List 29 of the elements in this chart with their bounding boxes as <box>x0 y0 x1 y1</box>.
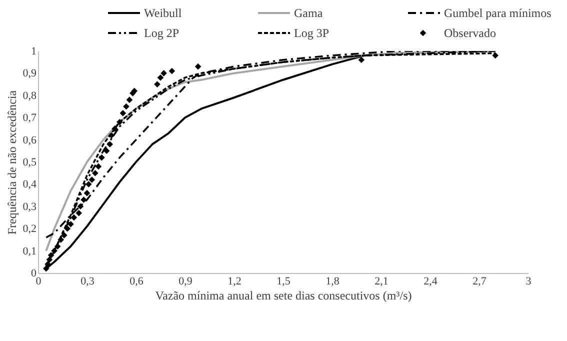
x-tick-label: 2,1 <box>374 276 388 288</box>
x-tick-label: 1,5 <box>276 276 291 288</box>
x-tick-label: 0,3 <box>80 276 95 288</box>
legend-label: Gumbel para mínimos <box>444 6 552 20</box>
x-tick-label: 0,6 <box>130 276 144 288</box>
legend-label: Gama <box>294 6 324 20</box>
y-tick-label: 0,9 <box>22 68 37 80</box>
x-tick-label: 0,9 <box>178 276 193 288</box>
legend-label: Log 2P <box>144 26 180 40</box>
y-tick-label: 1 <box>31 46 36 58</box>
y-tick-label: 0,8 <box>22 90 37 102</box>
y-axis-title: Frequência de não excedência <box>4 90 19 235</box>
legend-label: Log 3P <box>294 26 330 40</box>
x-tick-label: 2,7 <box>472 276 487 288</box>
y-tick-label: 0,5 <box>22 156 37 168</box>
x-tick-label: 1,2 <box>228 276 242 288</box>
y-tick-label: 0 <box>31 268 37 280</box>
y-tick-label: 0,1 <box>22 245 36 258</box>
y-tick-label: 0,7 <box>22 112 37 124</box>
legend-label: Observado <box>444 26 496 40</box>
y-tick-label: 0,2 <box>22 223 36 236</box>
y-tick-label: 0,3 <box>22 200 37 213</box>
x-tick-label: 3 <box>526 276 532 288</box>
y-tick-label: 0,4 <box>22 178 37 191</box>
x-axis-title: Vazão mínima anual em sete dias consecutivos (m³/s) <box>155 288 412 302</box>
x-tick-label: 2,4 <box>424 276 438 288</box>
y-tick-label: 0,6 <box>22 134 37 146</box>
x-tick-label: 1,8 <box>326 276 340 288</box>
legend-label: Weibull <box>144 6 182 20</box>
